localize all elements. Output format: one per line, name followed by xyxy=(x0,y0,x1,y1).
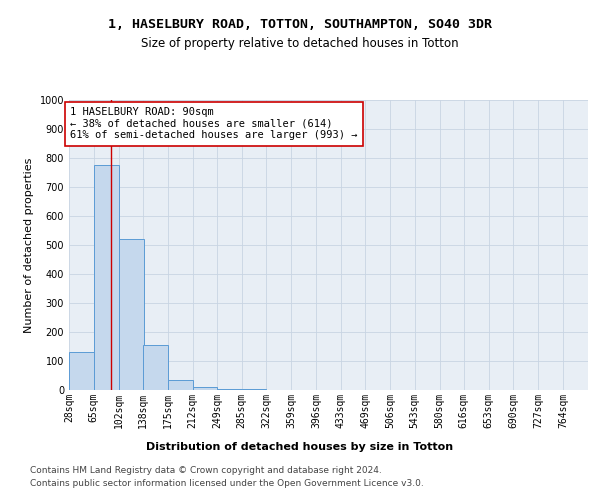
Text: Size of property relative to detached houses in Totton: Size of property relative to detached ho… xyxy=(141,38,459,51)
Text: 1, HASELBURY ROAD, TOTTON, SOUTHAMPTON, SO40 3DR: 1, HASELBURY ROAD, TOTTON, SOUTHAMPTON, … xyxy=(108,18,492,30)
Text: 1 HASELBURY ROAD: 90sqm
← 38% of detached houses are smaller (614)
61% of semi-d: 1 HASELBURY ROAD: 90sqm ← 38% of detache… xyxy=(70,108,358,140)
Text: Distribution of detached houses by size in Totton: Distribution of detached houses by size … xyxy=(146,442,454,452)
Text: Contains public sector information licensed under the Open Government Licence v3: Contains public sector information licen… xyxy=(30,479,424,488)
Bar xyxy=(167,380,193,390)
Bar xyxy=(119,239,143,390)
Bar xyxy=(69,352,94,390)
Bar xyxy=(193,386,217,390)
Bar xyxy=(217,388,242,390)
Bar xyxy=(94,166,119,390)
Bar xyxy=(143,345,167,390)
Y-axis label: Number of detached properties: Number of detached properties xyxy=(24,158,34,332)
Text: Contains HM Land Registry data © Crown copyright and database right 2024.: Contains HM Land Registry data © Crown c… xyxy=(30,466,382,475)
